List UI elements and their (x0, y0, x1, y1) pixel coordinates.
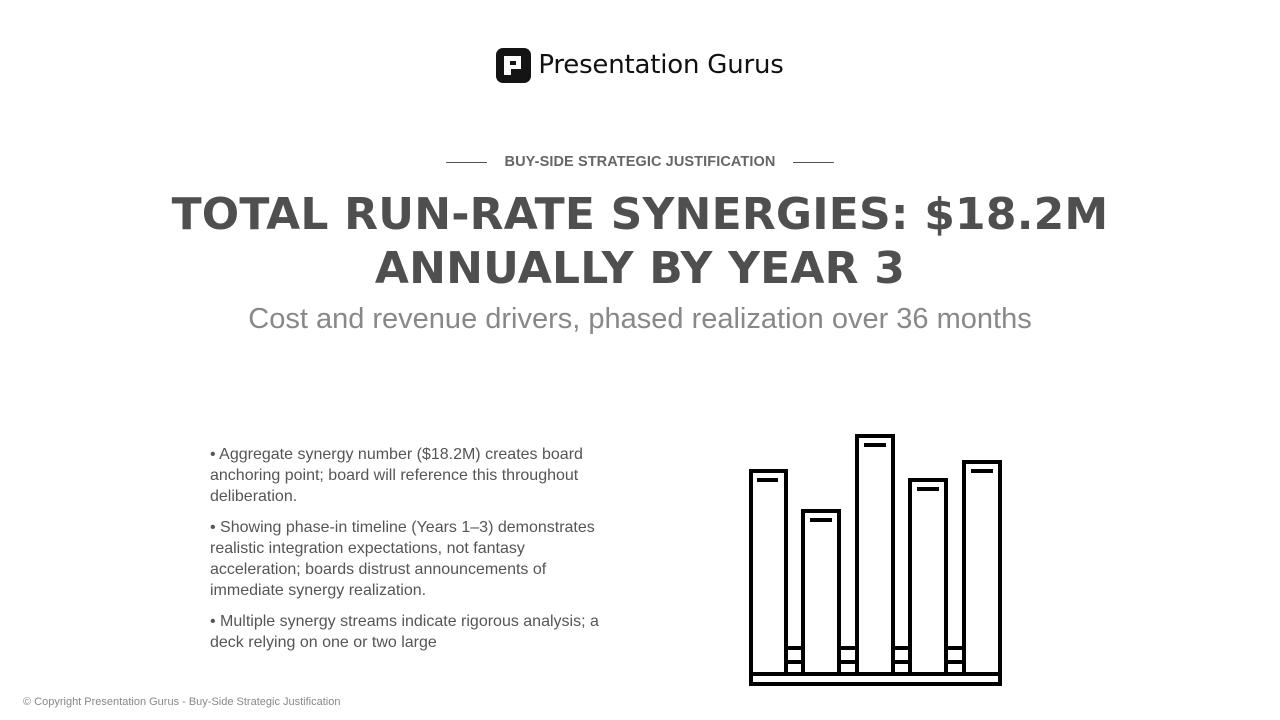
slide-title: TOTAL RUN-RATE SYNERGIES: $18.2M ANNUALL… (171, 189, 1109, 294)
chart-icon-bar (855, 434, 910, 676)
bullet-item: • Showing phase-in timeline (Years 1–3) … (210, 519, 595, 599)
eyebrow-rule-left (445, 161, 487, 163)
bullet-item: • Multiple synergy streams indicate rigo… (210, 613, 599, 651)
chart-icon-bar (908, 478, 964, 676)
slide-subtitle: Cost and revenue drivers, phased realiza… (248, 303, 1032, 335)
brand-logo: Presentation Gurus (0, 48, 1280, 83)
bullet-list: • Aggregate synergy number ($18.2M) crea… (210, 444, 605, 660)
eyebrow-rule-right (793, 161, 835, 163)
eyebrow: BUY-SIDE STRATEGIC JUSTIFICATION (0, 152, 1280, 172)
chart-icon-bar (749, 469, 803, 676)
chart-icon-bar (962, 460, 1002, 676)
chart-icon-bar (801, 509, 857, 676)
bullet-item: • Aggregate synergy number ($18.2M) crea… (210, 446, 583, 505)
brand-name: Presentation Gurus (538, 50, 784, 80)
eyebrow-label: BUY-SIDE STRATEGIC JUSTIFICATION (504, 154, 776, 170)
footer-copyright: © Copyright Presentation Gurus - Buy-Sid… (23, 696, 341, 708)
bar-chart-icon (749, 434, 1002, 686)
presentation-gurus-logo-icon (496, 48, 532, 83)
